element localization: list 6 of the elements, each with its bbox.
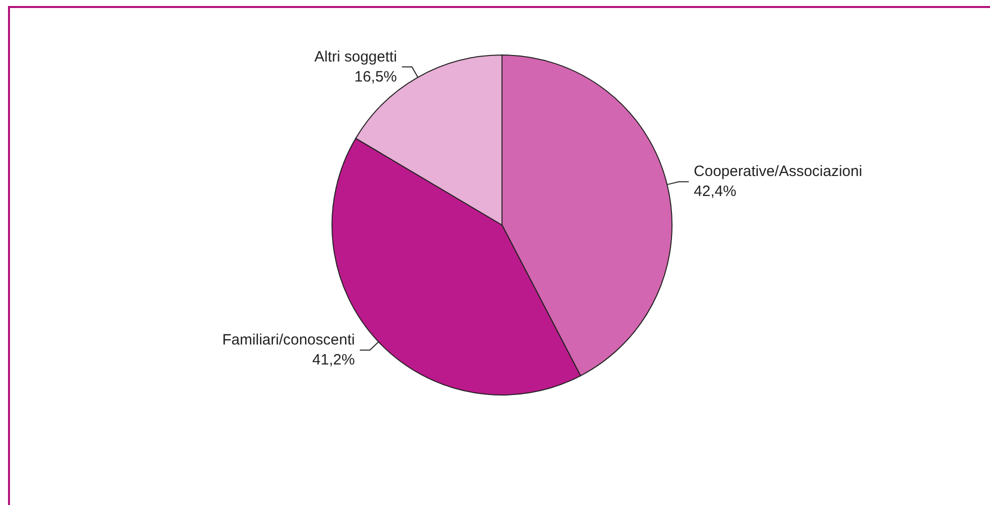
slice-label: Altri soggetti: [314, 48, 397, 66]
data-label: 16,5%: [354, 68, 397, 86]
data-label: 42,4%: [694, 183, 736, 200]
slice-label: Cooperative/Associazioni: [694, 163, 862, 180]
data-label: 41,2%: [312, 352, 355, 369]
slice-label: Familiari/conoscenti: [222, 332, 355, 349]
